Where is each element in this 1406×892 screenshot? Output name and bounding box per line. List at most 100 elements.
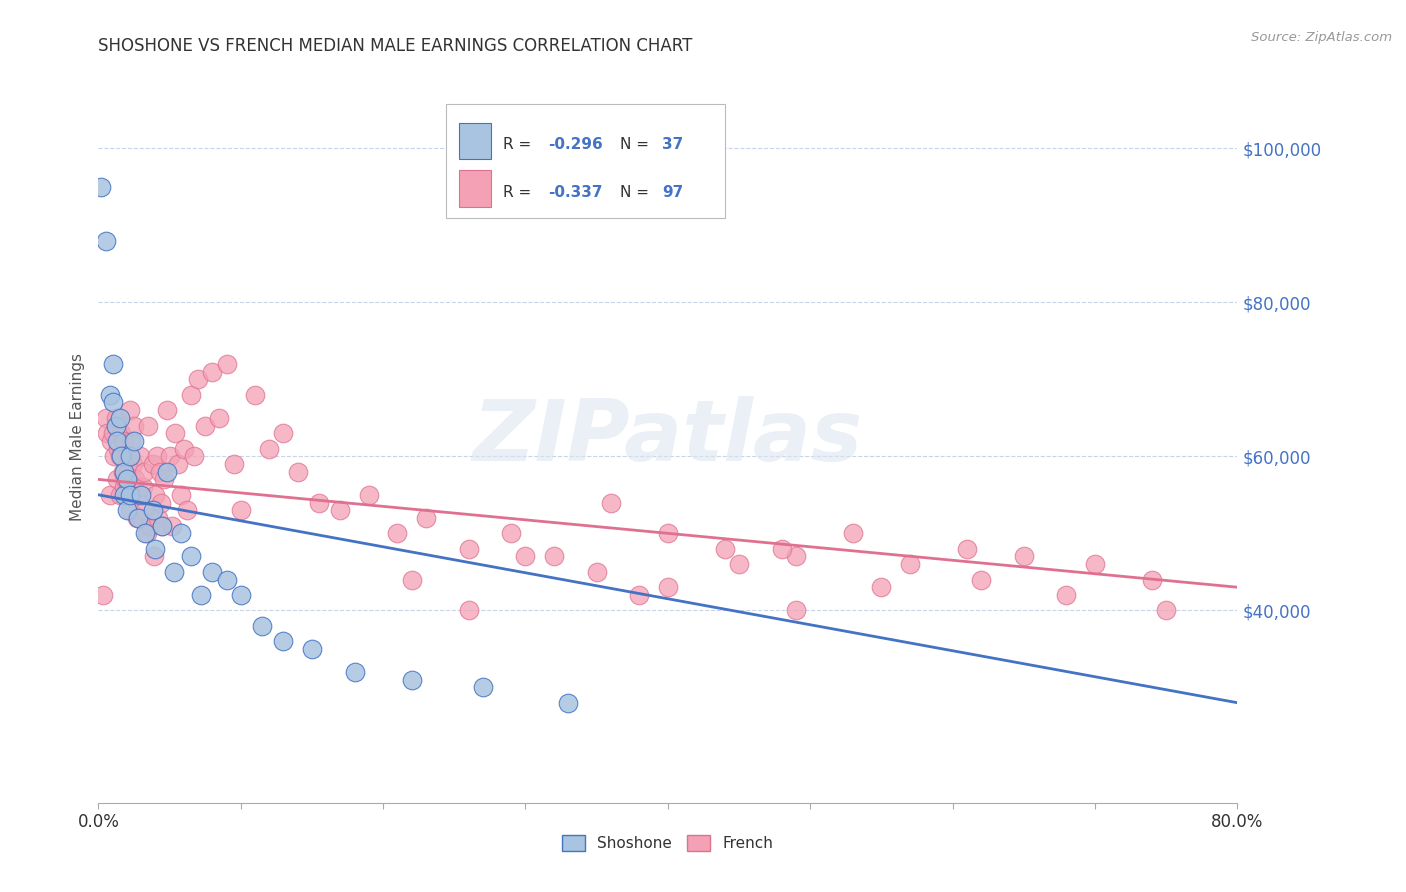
Point xyxy=(163,565,186,579)
Point xyxy=(515,549,537,564)
Point xyxy=(141,503,163,517)
Point xyxy=(110,450,132,464)
Point xyxy=(600,495,623,509)
Point xyxy=(152,518,174,533)
Y-axis label: Median Male Earnings: Median Male Earnings xyxy=(70,353,86,521)
Point xyxy=(842,526,865,541)
Point xyxy=(308,495,330,509)
Point xyxy=(156,403,179,417)
Point xyxy=(273,634,295,648)
Text: SHOSHONE VS FRENCH MEDIAN MALE EARNINGS CORRELATION CHART: SHOSHONE VS FRENCH MEDIAN MALE EARNINGS … xyxy=(98,37,693,54)
Point xyxy=(201,565,224,579)
Point xyxy=(141,457,163,471)
Text: ZIPatlas: ZIPatlas xyxy=(472,395,863,479)
Point xyxy=(243,388,266,402)
Point xyxy=(107,442,129,456)
Point xyxy=(129,511,152,525)
Point xyxy=(215,573,238,587)
Point xyxy=(156,465,179,479)
Point xyxy=(870,580,893,594)
Point xyxy=(401,673,423,687)
Point xyxy=(898,557,921,571)
Point xyxy=(457,541,479,556)
Point xyxy=(543,549,565,564)
Text: 97: 97 xyxy=(662,185,683,200)
Point xyxy=(471,681,494,695)
Point xyxy=(149,465,172,479)
Point xyxy=(585,565,607,579)
Point xyxy=(657,580,679,594)
Text: N =: N = xyxy=(620,185,654,200)
Point xyxy=(127,488,149,502)
Point xyxy=(153,472,176,486)
Point xyxy=(129,488,152,502)
Point xyxy=(150,495,173,509)
Point xyxy=(785,549,807,564)
Point xyxy=(343,665,366,679)
Legend: Shoshone, French: Shoshone, French xyxy=(557,830,779,857)
Text: 37: 37 xyxy=(662,137,683,152)
Point xyxy=(132,465,155,479)
Point xyxy=(108,488,131,502)
Point xyxy=(94,410,117,425)
Point xyxy=(457,603,479,617)
Point xyxy=(148,511,170,525)
Point xyxy=(187,372,209,386)
Point xyxy=(120,434,142,448)
Point xyxy=(127,511,149,525)
Point xyxy=(111,465,134,479)
Point xyxy=(287,465,309,479)
Point xyxy=(112,465,135,479)
Point xyxy=(273,426,295,441)
Point xyxy=(115,488,138,502)
Point xyxy=(118,403,141,417)
Point xyxy=(98,388,121,402)
Point xyxy=(173,442,195,456)
FancyBboxPatch shape xyxy=(446,104,725,218)
Point xyxy=(117,465,139,479)
Point xyxy=(142,549,165,564)
Point xyxy=(131,480,153,494)
Point xyxy=(112,434,135,448)
Text: R =: R = xyxy=(503,185,536,200)
Point xyxy=(956,541,979,556)
Point xyxy=(770,541,793,556)
Text: -0.296: -0.296 xyxy=(548,137,603,152)
Point xyxy=(122,434,145,448)
Point xyxy=(121,457,143,471)
Point xyxy=(194,418,217,433)
Text: Source: ZipAtlas.com: Source: ZipAtlas.com xyxy=(1251,31,1392,45)
Point xyxy=(118,503,141,517)
Point xyxy=(134,503,156,517)
Point xyxy=(1012,549,1035,564)
Point xyxy=(557,696,579,710)
Point xyxy=(108,450,131,464)
Point xyxy=(103,450,125,464)
Point xyxy=(134,526,156,541)
Point xyxy=(96,426,118,441)
Point xyxy=(110,426,132,441)
Point xyxy=(176,503,198,517)
Point xyxy=(222,457,245,471)
Point xyxy=(100,434,122,448)
Point xyxy=(146,450,169,464)
Text: N =: N = xyxy=(620,137,654,152)
Point xyxy=(136,418,159,433)
Point xyxy=(104,418,127,433)
Text: R =: R = xyxy=(503,137,536,152)
Text: -0.337: -0.337 xyxy=(548,185,603,200)
Point xyxy=(101,357,124,371)
Point xyxy=(162,518,184,533)
Point xyxy=(138,518,160,533)
Point xyxy=(180,549,202,564)
Point xyxy=(122,418,145,433)
Point xyxy=(90,179,112,194)
Point xyxy=(183,450,205,464)
Point xyxy=(114,472,136,486)
Point xyxy=(301,641,323,656)
Point xyxy=(728,557,751,571)
Point xyxy=(125,511,148,525)
Point xyxy=(167,457,190,471)
Point xyxy=(208,410,231,425)
Point xyxy=(124,472,146,486)
